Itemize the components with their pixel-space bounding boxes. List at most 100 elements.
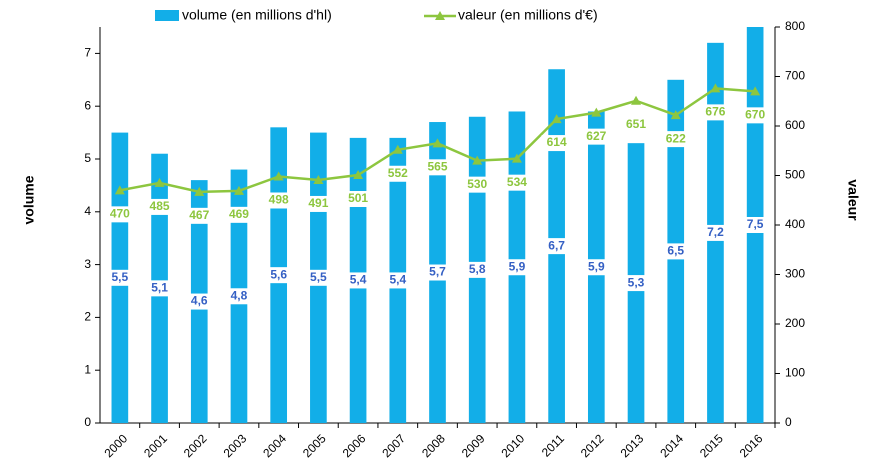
data-label: 5,9 xyxy=(509,259,526,273)
y-tick-label: 1 xyxy=(84,362,91,376)
label-background xyxy=(343,272,374,289)
label-background xyxy=(541,135,572,152)
data-label: 5,4 xyxy=(389,273,406,287)
data-label: 7,2 xyxy=(707,225,724,239)
x-tick-label: 2002 xyxy=(181,431,210,460)
label-background xyxy=(303,195,334,212)
data-label: 670 xyxy=(745,108,765,122)
x-tick-label: 2004 xyxy=(260,431,289,460)
label-background xyxy=(422,264,453,281)
label-background xyxy=(104,206,135,223)
x-tick-label: 2010 xyxy=(498,431,527,460)
label-background xyxy=(700,224,731,241)
line-marker xyxy=(710,83,721,93)
data-label: 5,7 xyxy=(429,265,446,279)
data-label: 467 xyxy=(189,208,209,222)
y-tick-label: 2 xyxy=(84,310,91,324)
label-background xyxy=(223,206,254,223)
label-background xyxy=(303,269,334,286)
label-background xyxy=(621,275,652,292)
label-background xyxy=(740,217,771,233)
line-marker xyxy=(194,186,205,196)
label-background xyxy=(343,191,374,208)
y-tick-label: 6 xyxy=(84,98,91,112)
label-background xyxy=(263,267,294,284)
data-label: 6,7 xyxy=(548,238,565,252)
line-marker xyxy=(432,138,443,148)
label-background xyxy=(740,107,771,124)
x-tick-label: 2015 xyxy=(697,431,726,460)
data-label: 530 xyxy=(467,177,487,191)
line-marker xyxy=(591,107,602,117)
data-label: 5,5 xyxy=(310,270,327,284)
x-tick-label: 2011 xyxy=(539,431,567,459)
data-label: 622 xyxy=(666,131,686,145)
x-tick-label: 2005 xyxy=(300,431,329,460)
y2-tick-label: 300 xyxy=(785,267,805,281)
label-background xyxy=(541,238,572,255)
legend-label: volume (en millions d'hl) xyxy=(182,7,332,23)
label-background xyxy=(462,261,493,278)
data-label: 498 xyxy=(269,193,289,207)
label-background xyxy=(184,207,215,224)
y2-tick-label: 800 xyxy=(785,19,805,33)
data-label: 565 xyxy=(427,159,447,173)
y2-axis-label: valeur xyxy=(845,179,861,221)
data-label: 4,6 xyxy=(191,294,208,308)
label-background xyxy=(660,131,691,148)
x-tick-label: 2013 xyxy=(618,431,647,460)
label-background xyxy=(621,116,652,133)
x-tick-label: 2007 xyxy=(379,431,408,460)
x-tick-label: 2008 xyxy=(419,431,448,460)
y-tick-label: 3 xyxy=(84,257,91,271)
y-axis-label: volume xyxy=(21,175,37,224)
y-tick-label: 0 xyxy=(84,415,91,429)
label-background xyxy=(382,272,413,289)
label-background xyxy=(462,176,493,193)
line-marker xyxy=(750,86,761,96)
data-label: 6,5 xyxy=(667,244,684,258)
data-label: 7,5 xyxy=(747,217,764,231)
label-background xyxy=(581,259,612,276)
y2-tick-label: 200 xyxy=(785,316,805,330)
line-marker xyxy=(631,95,642,105)
line-marker xyxy=(273,171,284,181)
line-marker xyxy=(114,185,125,195)
y2-tick-label: 700 xyxy=(785,69,805,83)
data-label: 501 xyxy=(348,191,368,205)
label-background xyxy=(581,128,612,145)
label-background xyxy=(184,293,215,310)
legend-swatch xyxy=(155,10,179,21)
data-label: 651 xyxy=(626,117,646,131)
line-marker xyxy=(670,110,681,120)
line-marker xyxy=(353,170,364,180)
label-background xyxy=(382,165,413,182)
data-label: 485 xyxy=(150,199,170,213)
label-background xyxy=(501,174,532,191)
label-background xyxy=(263,192,294,209)
line-marker xyxy=(313,174,324,184)
data-label: 4,8 xyxy=(231,288,248,302)
legend-marker xyxy=(435,11,445,20)
x-tick-label: 2014 xyxy=(657,431,686,460)
data-label: 5,1 xyxy=(151,281,168,295)
line-marker xyxy=(154,177,165,187)
label-background xyxy=(104,269,135,286)
label-background xyxy=(223,288,254,305)
label-background xyxy=(422,159,453,176)
data-label: 552 xyxy=(388,166,408,180)
label-background xyxy=(144,280,175,297)
label-background xyxy=(700,104,731,121)
line-marker xyxy=(472,155,483,165)
line-marker xyxy=(392,144,403,154)
x-tick-label: 2009 xyxy=(459,431,488,460)
data-label: 469 xyxy=(229,207,249,221)
data-label: 5,8 xyxy=(469,262,486,276)
y-tick-label: 4 xyxy=(84,204,91,218)
data-label: 5,5 xyxy=(112,270,129,284)
label-background xyxy=(144,198,175,215)
y2-tick-label: 500 xyxy=(785,168,805,182)
x-tick-label: 2000 xyxy=(101,431,130,460)
x-tick-label: 2016 xyxy=(737,431,766,460)
